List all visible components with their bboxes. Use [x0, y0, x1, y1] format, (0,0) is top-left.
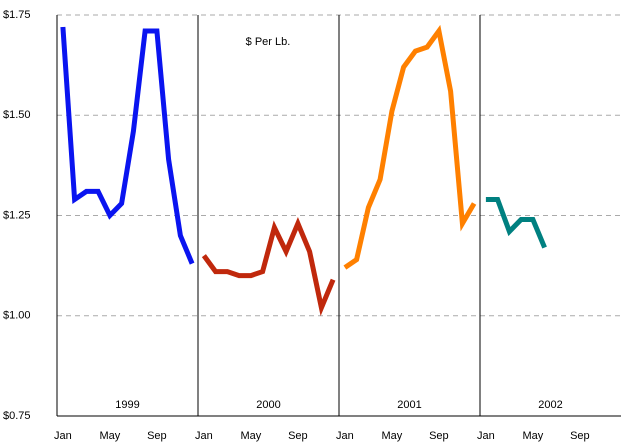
x-tick-label: Sep	[147, 430, 167, 442]
series-label: 2000	[256, 399, 280, 411]
x-tick-label: May	[522, 430, 543, 442]
y-tick-label: $1.00	[3, 310, 31, 322]
series-label: 2001	[397, 399, 421, 411]
x-tick-label: Sep	[429, 430, 449, 442]
x-tick-label: Jan	[195, 430, 213, 442]
x-tick-label: Jan	[336, 430, 354, 442]
series-line	[485, 197, 547, 249]
series-label: 1999	[115, 399, 139, 411]
x-tick-label: Sep	[570, 430, 590, 442]
series-line	[201, 217, 336, 317]
series-line	[60, 26, 195, 265]
y-tick-label: $1.25	[3, 209, 31, 221]
x-tick-label: Jan	[54, 430, 72, 442]
x-tick-label: May	[381, 430, 402, 442]
series-line	[343, 24, 477, 270]
annotation: $ Per Lb.	[246, 36, 291, 48]
x-tick-label: Sep	[288, 430, 308, 442]
y-tick-label: $1.75	[3, 9, 31, 21]
x-tick-label: May	[240, 430, 261, 442]
y-tick-label: $0.75	[3, 410, 31, 422]
series-label: 2002	[538, 399, 562, 411]
x-tick-label: Jan	[477, 430, 495, 442]
x-tick-label: May	[99, 430, 120, 442]
y-tick-label: $1.50	[3, 109, 31, 121]
